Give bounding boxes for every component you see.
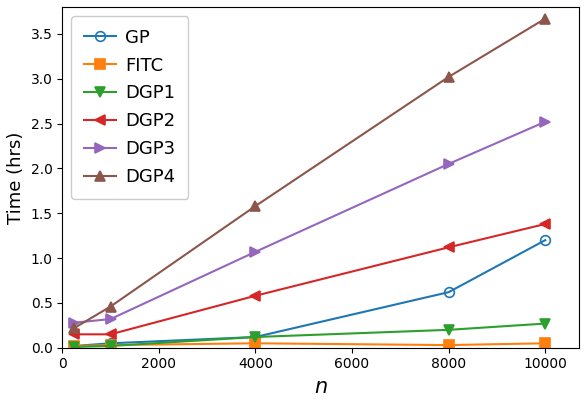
DGP1 <box>445 327 452 332</box>
DGP1 <box>107 343 114 348</box>
GP <box>107 341 114 346</box>
X-axis label: n: n <box>314 377 327 397</box>
DGP3 <box>252 249 259 254</box>
Line: DGP1: DGP1 <box>69 319 550 352</box>
FITC <box>445 343 452 347</box>
FITC <box>71 343 78 348</box>
Y-axis label: Time (hrs): Time (hrs) <box>7 131 25 223</box>
FITC <box>107 343 114 347</box>
DGP2 <box>252 293 259 298</box>
DGP2 <box>445 245 452 250</box>
DGP4 <box>541 16 548 21</box>
DGP2 <box>541 221 548 226</box>
FITC <box>252 341 259 346</box>
Line: DGP2: DGP2 <box>69 219 550 339</box>
GP <box>71 343 78 348</box>
Line: FITC: FITC <box>69 339 550 351</box>
GP <box>541 238 548 242</box>
GP <box>445 290 452 295</box>
GP <box>252 335 259 339</box>
Line: GP: GP <box>69 235 550 351</box>
DGP4 <box>71 326 78 330</box>
Line: DGP4: DGP4 <box>69 14 550 333</box>
DGP3 <box>541 119 548 124</box>
DGP1 <box>541 321 548 326</box>
FITC <box>541 341 548 346</box>
DGP3 <box>445 162 452 166</box>
DGP1 <box>252 335 259 339</box>
DGP2 <box>107 332 114 337</box>
DGP2 <box>71 332 78 337</box>
DGP4 <box>107 304 114 309</box>
DGP4 <box>445 74 452 79</box>
Line: DGP3: DGP3 <box>69 117 550 328</box>
DGP3 <box>71 320 78 325</box>
Legend: GP, FITC, DGP1, DGP2, DGP3, DGP4: GP, FITC, DGP1, DGP2, DGP3, DGP4 <box>71 16 188 199</box>
DGP1 <box>71 345 78 349</box>
DGP3 <box>107 317 114 322</box>
DGP4 <box>252 204 259 208</box>
